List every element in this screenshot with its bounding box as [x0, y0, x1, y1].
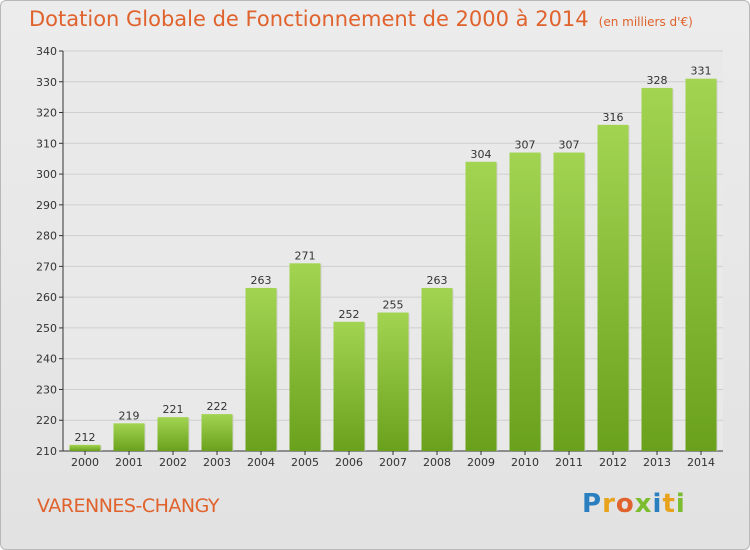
x-tick-label: 2001	[115, 456, 143, 469]
data-label: 328	[647, 74, 668, 87]
bar	[157, 417, 189, 451]
bar	[641, 87, 673, 451]
bar	[465, 161, 497, 451]
logo-letter: o	[615, 489, 635, 519]
data-label: 252	[339, 308, 360, 321]
y-tick-label: 320	[36, 107, 57, 120]
proxiti-logo: Proxiti	[582, 489, 686, 519]
data-label: 263	[251, 274, 272, 287]
x-tick-label: 2005	[291, 456, 319, 469]
logo-letter: i	[652, 489, 663, 519]
bar	[685, 78, 717, 451]
chart-unit: (en milliers d'€)	[598, 15, 693, 29]
y-tick-label: 340	[36, 45, 57, 58]
x-tick-label: 2004	[247, 456, 275, 469]
logo-letter: x	[634, 489, 653, 519]
bar	[113, 423, 145, 451]
y-tick-label: 210	[36, 445, 57, 458]
x-tick-label: 2012	[599, 456, 627, 469]
x-tick-label: 2006	[335, 456, 363, 469]
y-tick-label: 300	[36, 168, 57, 181]
data-label: 221	[163, 403, 184, 416]
y-tick-label: 220	[36, 414, 57, 427]
data-label: 255	[383, 299, 404, 312]
data-label: 222	[207, 400, 228, 413]
data-label: 316	[603, 111, 624, 124]
data-label: 212	[75, 431, 96, 444]
x-tick-label: 2010	[511, 456, 539, 469]
bar	[509, 152, 541, 452]
logo-letter: t	[662, 489, 676, 519]
data-label: 304	[471, 148, 492, 161]
bar	[333, 321, 365, 451]
bar	[421, 287, 453, 451]
x-tick-label: 2013	[643, 456, 671, 469]
x-tick-label: 2009	[467, 456, 495, 469]
commune-name: VARENNES-CHANGY	[37, 495, 219, 517]
bar	[69, 444, 101, 451]
x-tick-label: 2003	[203, 456, 231, 469]
y-tick-label: 250	[36, 322, 57, 335]
logo-letter: r	[602, 489, 616, 519]
x-tick-label: 2002	[159, 456, 187, 469]
bar	[553, 152, 585, 452]
bar	[289, 263, 321, 451]
data-label: 307	[515, 139, 536, 152]
chart-title: Dotation Globale de Fonctionnement de 20…	[29, 7, 589, 31]
y-tick-label: 260	[36, 291, 57, 304]
data-label: 331	[691, 65, 712, 78]
chart-title-block: Dotation Globale de Fonctionnement de 20…	[29, 7, 693, 31]
data-label: 263	[427, 274, 448, 287]
logo-letter: P	[582, 489, 603, 519]
x-tick-label: 2008	[423, 456, 451, 469]
data-label: 271	[295, 249, 316, 262]
y-tick-label: 230	[36, 383, 57, 396]
data-label: 219	[119, 409, 140, 422]
bar	[597, 124, 629, 451]
y-tick-label: 280	[36, 230, 57, 243]
x-tick-label: 2007	[379, 456, 407, 469]
bar	[245, 287, 277, 451]
y-tick-label: 290	[36, 199, 57, 212]
logo-letter: i	[675, 489, 686, 519]
data-label: 307	[559, 139, 580, 152]
y-tick-label: 270	[36, 260, 57, 273]
y-tick-label: 310	[36, 137, 57, 150]
y-tick-label: 240	[36, 353, 57, 366]
y-tick-label: 330	[36, 76, 57, 89]
bar	[201, 414, 233, 451]
x-tick-label: 2000	[71, 456, 99, 469]
x-tick-label: 2014	[687, 456, 715, 469]
x-tick-label: 2011	[555, 456, 583, 469]
bar	[377, 312, 409, 451]
